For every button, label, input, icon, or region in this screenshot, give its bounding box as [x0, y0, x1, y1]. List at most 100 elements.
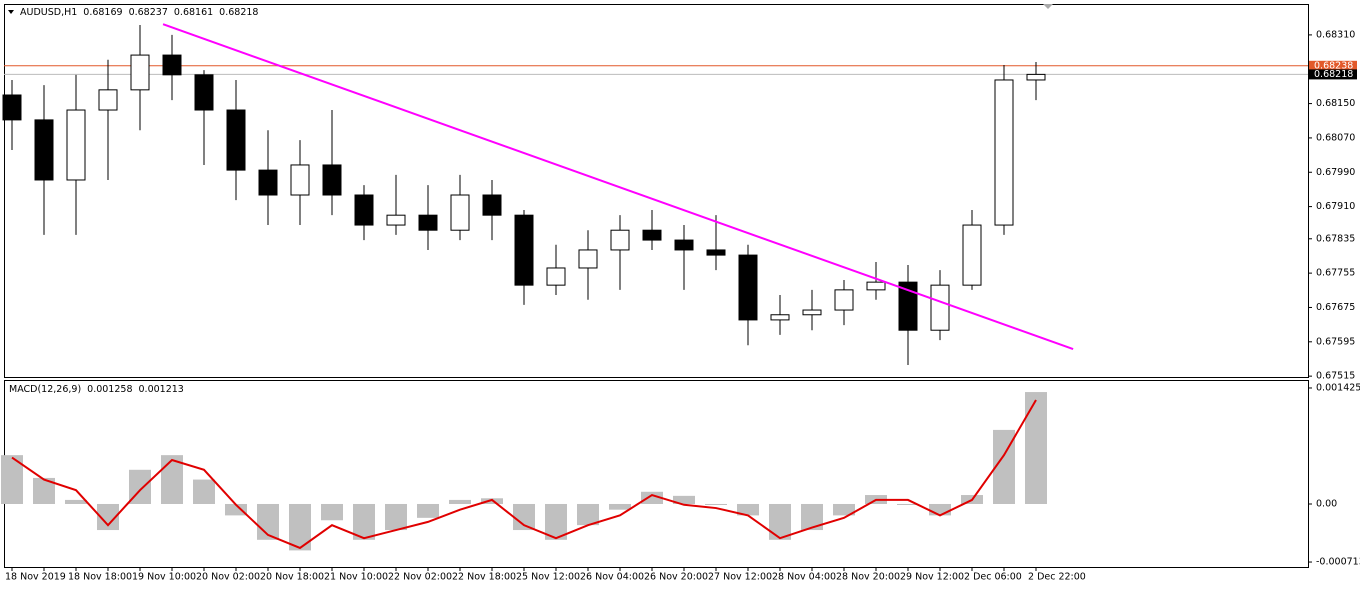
macd-bar — [993, 429, 1015, 504]
macd-bar — [289, 503, 311, 551]
macd-bar — [897, 503, 919, 505]
candle-body — [66, 109, 86, 181]
indicator-value: 0.001258 — [87, 384, 132, 395]
x-tick-label: 2 Dec 22:00 — [1028, 572, 1086, 583]
macd-bar — [609, 503, 631, 510]
candle-body — [642, 229, 662, 241]
candle-body — [482, 194, 502, 216]
macd-bar — [545, 503, 567, 540]
macd-bar — [1, 455, 23, 504]
x-tick-label: 26 Nov 04:00 — [580, 572, 644, 583]
candle-body — [994, 79, 1014, 226]
macd-bar — [417, 503, 439, 518]
x-tick-label: 20 Nov 18:00 — [260, 572, 324, 583]
candle-body — [674, 239, 694, 251]
y-tick-label: 0.67910 — [1316, 201, 1355, 212]
macd-bar — [353, 503, 375, 540]
macd-bar — [705, 503, 727, 505]
menu-triangle[interactable] — [8, 10, 14, 14]
macd-bar — [641, 491, 663, 504]
x-tick-label: 28 Nov 20:00 — [836, 572, 900, 583]
macd-bar — [673, 495, 695, 504]
ohlc-value: 0.68237 — [129, 7, 168, 18]
x-tick-label: 18 Nov 18:00 — [68, 572, 132, 583]
x-tick-label: 29 Nov 12:00 — [900, 572, 964, 583]
main-pane — [4, 4, 1309, 378]
macd-bar — [33, 477, 55, 504]
y-tick-label: 0.67755 — [1316, 268, 1355, 279]
macd-bar — [321, 503, 343, 521]
macd-bar — [513, 503, 535, 531]
candle-body — [738, 254, 758, 321]
macd-bar — [801, 503, 823, 531]
macd-bar — [577, 503, 599, 526]
signal-line — [11, 399, 1037, 550]
y-tick-label: 0.001425 — [1316, 382, 1360, 393]
shift-marker — [1043, 4, 1053, 9]
y-tick-label: 0.00 — [1316, 498, 1337, 509]
macd-bar — [65, 499, 87, 504]
y-tick-label: 0.68150 — [1316, 98, 1355, 109]
x-tick-label: 21 Nov 10:00 — [324, 572, 388, 583]
candle-body — [322, 164, 342, 196]
candle-body — [578, 249, 598, 269]
candle-body — [258, 169, 278, 196]
price-label-bg — [1309, 60, 1357, 71]
candle-body — [194, 74, 214, 111]
x-tick-label: 2 Dec 06:00 — [964, 572, 1022, 583]
price-label: 0.68238 — [1314, 60, 1353, 71]
candle-body — [450, 194, 470, 231]
ohlc-value: 0.68161 — [174, 7, 213, 18]
candle-body — [1026, 73, 1046, 81]
indicator-name: MACD(12,26,9) — [9, 384, 81, 395]
indicator-value: 0.001213 — [139, 384, 184, 395]
x-tick-label: 22 Nov 02:00 — [388, 572, 452, 583]
candle-body — [930, 284, 950, 331]
y-tick-label: 0.68070 — [1316, 132, 1355, 143]
candle-body — [866, 281, 886, 291]
x-tick-label: 26 Nov 20:00 — [644, 572, 708, 583]
candle-body — [770, 314, 790, 321]
x-tick-label: 28 Nov 04:00 — [772, 572, 836, 583]
candle-body — [898, 281, 918, 331]
y-tick-label: -0.000713 — [1316, 557, 1360, 568]
x-tick-label: 22 Nov 18:00 — [452, 572, 516, 583]
ohlc-value: 0.68169 — [83, 7, 122, 18]
candle-body — [34, 119, 54, 181]
candle-body — [802, 309, 822, 316]
macd-bar — [225, 503, 247, 516]
y-tick-label: 0.67835 — [1316, 233, 1355, 244]
y-tick-label: 0.67675 — [1316, 302, 1355, 313]
candle-body — [290, 164, 310, 196]
candle-body — [98, 89, 118, 111]
candle-body — [706, 249, 726, 256]
candle-body — [2, 94, 22, 121]
candle-body — [834, 289, 854, 311]
candle-body — [386, 214, 406, 226]
symbol-header: AUDUSD,H1 0.68169 0.68237 0.68161 0.68218 — [20, 7, 258, 18]
y-tick-label: 0.67515 — [1316, 371, 1355, 382]
candle-body — [546, 267, 566, 286]
macd-bar — [193, 479, 215, 504]
candle-body — [226, 109, 246, 171]
candle-body — [162, 54, 182, 76]
macd-bar — [737, 503, 759, 516]
macd-bar — [769, 503, 791, 540]
x-tick-label: 27 Nov 12:00 — [708, 572, 772, 583]
macd-bar — [833, 503, 855, 516]
candle-body — [514, 214, 534, 286]
x-tick-label: 18 Nov 2019 — [5, 572, 66, 583]
candle-body — [610, 229, 630, 251]
macd-bar — [161, 455, 183, 504]
y-tick-label: 0.67595 — [1316, 336, 1355, 347]
price-label-bg — [1309, 69, 1357, 80]
candle-body — [130, 54, 150, 91]
x-tick-label: 20 Nov 02:00 — [196, 572, 260, 583]
macd-bar — [929, 503, 951, 516]
macd-header: MACD(12,26,9) 0.001258 0.001213 — [9, 384, 184, 395]
candle-body — [354, 194, 374, 226]
macd-bar — [385, 503, 407, 531]
candle-body — [418, 214, 438, 231]
